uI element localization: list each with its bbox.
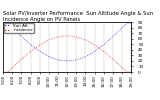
Text: Solar PV/Inverter Performance  Sun Altitude Angle & Sun Incidence Angle on PV Pa: Solar PV/Inverter Performance Sun Altitu… bbox=[3, 11, 153, 22]
Legend: Sun Alt., Incidence: Sun Alt., Incidence bbox=[4, 23, 34, 33]
